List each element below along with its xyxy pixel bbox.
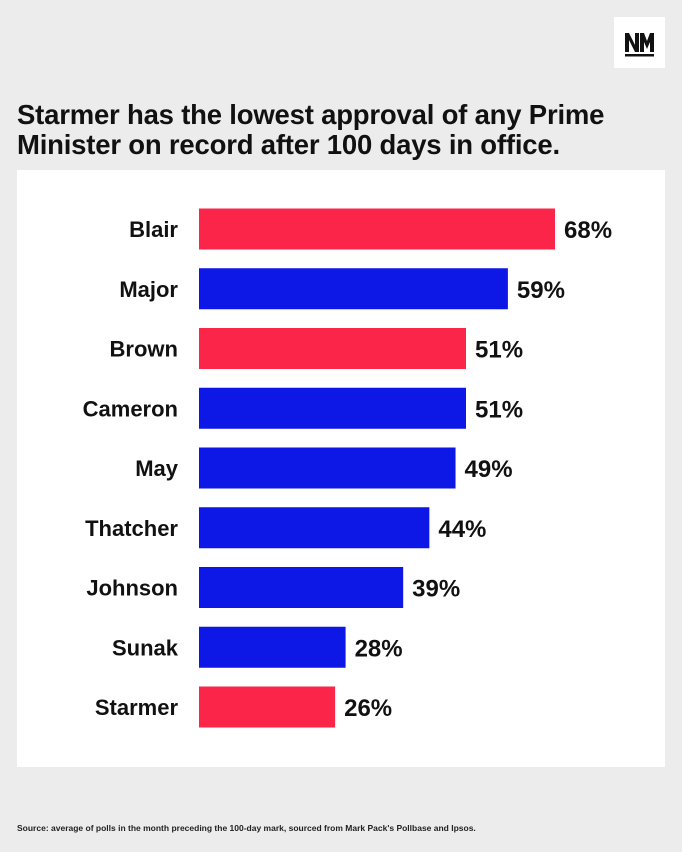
value-label: 26% <box>344 695 392 722</box>
bar-brown <box>199 328 466 369</box>
bar-sunak <box>199 626 346 668</box>
category-label: Starmer <box>95 695 179 720</box>
nm-logo-icon <box>614 17 665 68</box>
category-label: Sunak <box>112 635 179 660</box>
title-line-1: Starmer has the lowest approval of any P… <box>17 99 605 130</box>
category-label: Major <box>119 277 178 302</box>
category-label: Blair <box>129 217 178 242</box>
category-label: Brown <box>110 337 178 362</box>
value-label: 44% <box>438 516 486 543</box>
category-label: Cameron <box>83 396 178 421</box>
bar-may <box>199 447 456 489</box>
chart-panel: Blair 68% Major 59% Brown 51% Cameron 51% May 49%… <box>17 170 665 767</box>
value-label: 59% <box>517 277 565 304</box>
page-title: Starmer has the lowest approval of any P… <box>17 100 657 160</box>
value-label: 28% <box>355 635 403 662</box>
category-label: May <box>135 456 179 481</box>
bar-major <box>199 268 508 310</box>
title-line-2: Minister on record after 100 days in off… <box>17 129 560 160</box>
value-label: 49% <box>465 456 513 483</box>
bar-cameron <box>199 387 466 429</box>
bar-chart: Blair 68% Major 59% Brown 51% Cameron 51% May 49%… <box>83 208 612 728</box>
value-label: 39% <box>412 576 460 603</box>
source-note: Source: average of polls in the month pr… <box>17 823 476 833</box>
bar-blair <box>199 208 555 250</box>
category-label: Thatcher <box>85 516 178 541</box>
value-label: 68% <box>564 217 612 244</box>
value-label: 51% <box>475 337 523 364</box>
bar-thatcher <box>199 507 430 549</box>
value-label: 51% <box>475 396 523 423</box>
bar-starmer <box>199 686 336 728</box>
bar-johnson <box>199 567 404 608</box>
category-label: Johnson <box>86 576 178 601</box>
